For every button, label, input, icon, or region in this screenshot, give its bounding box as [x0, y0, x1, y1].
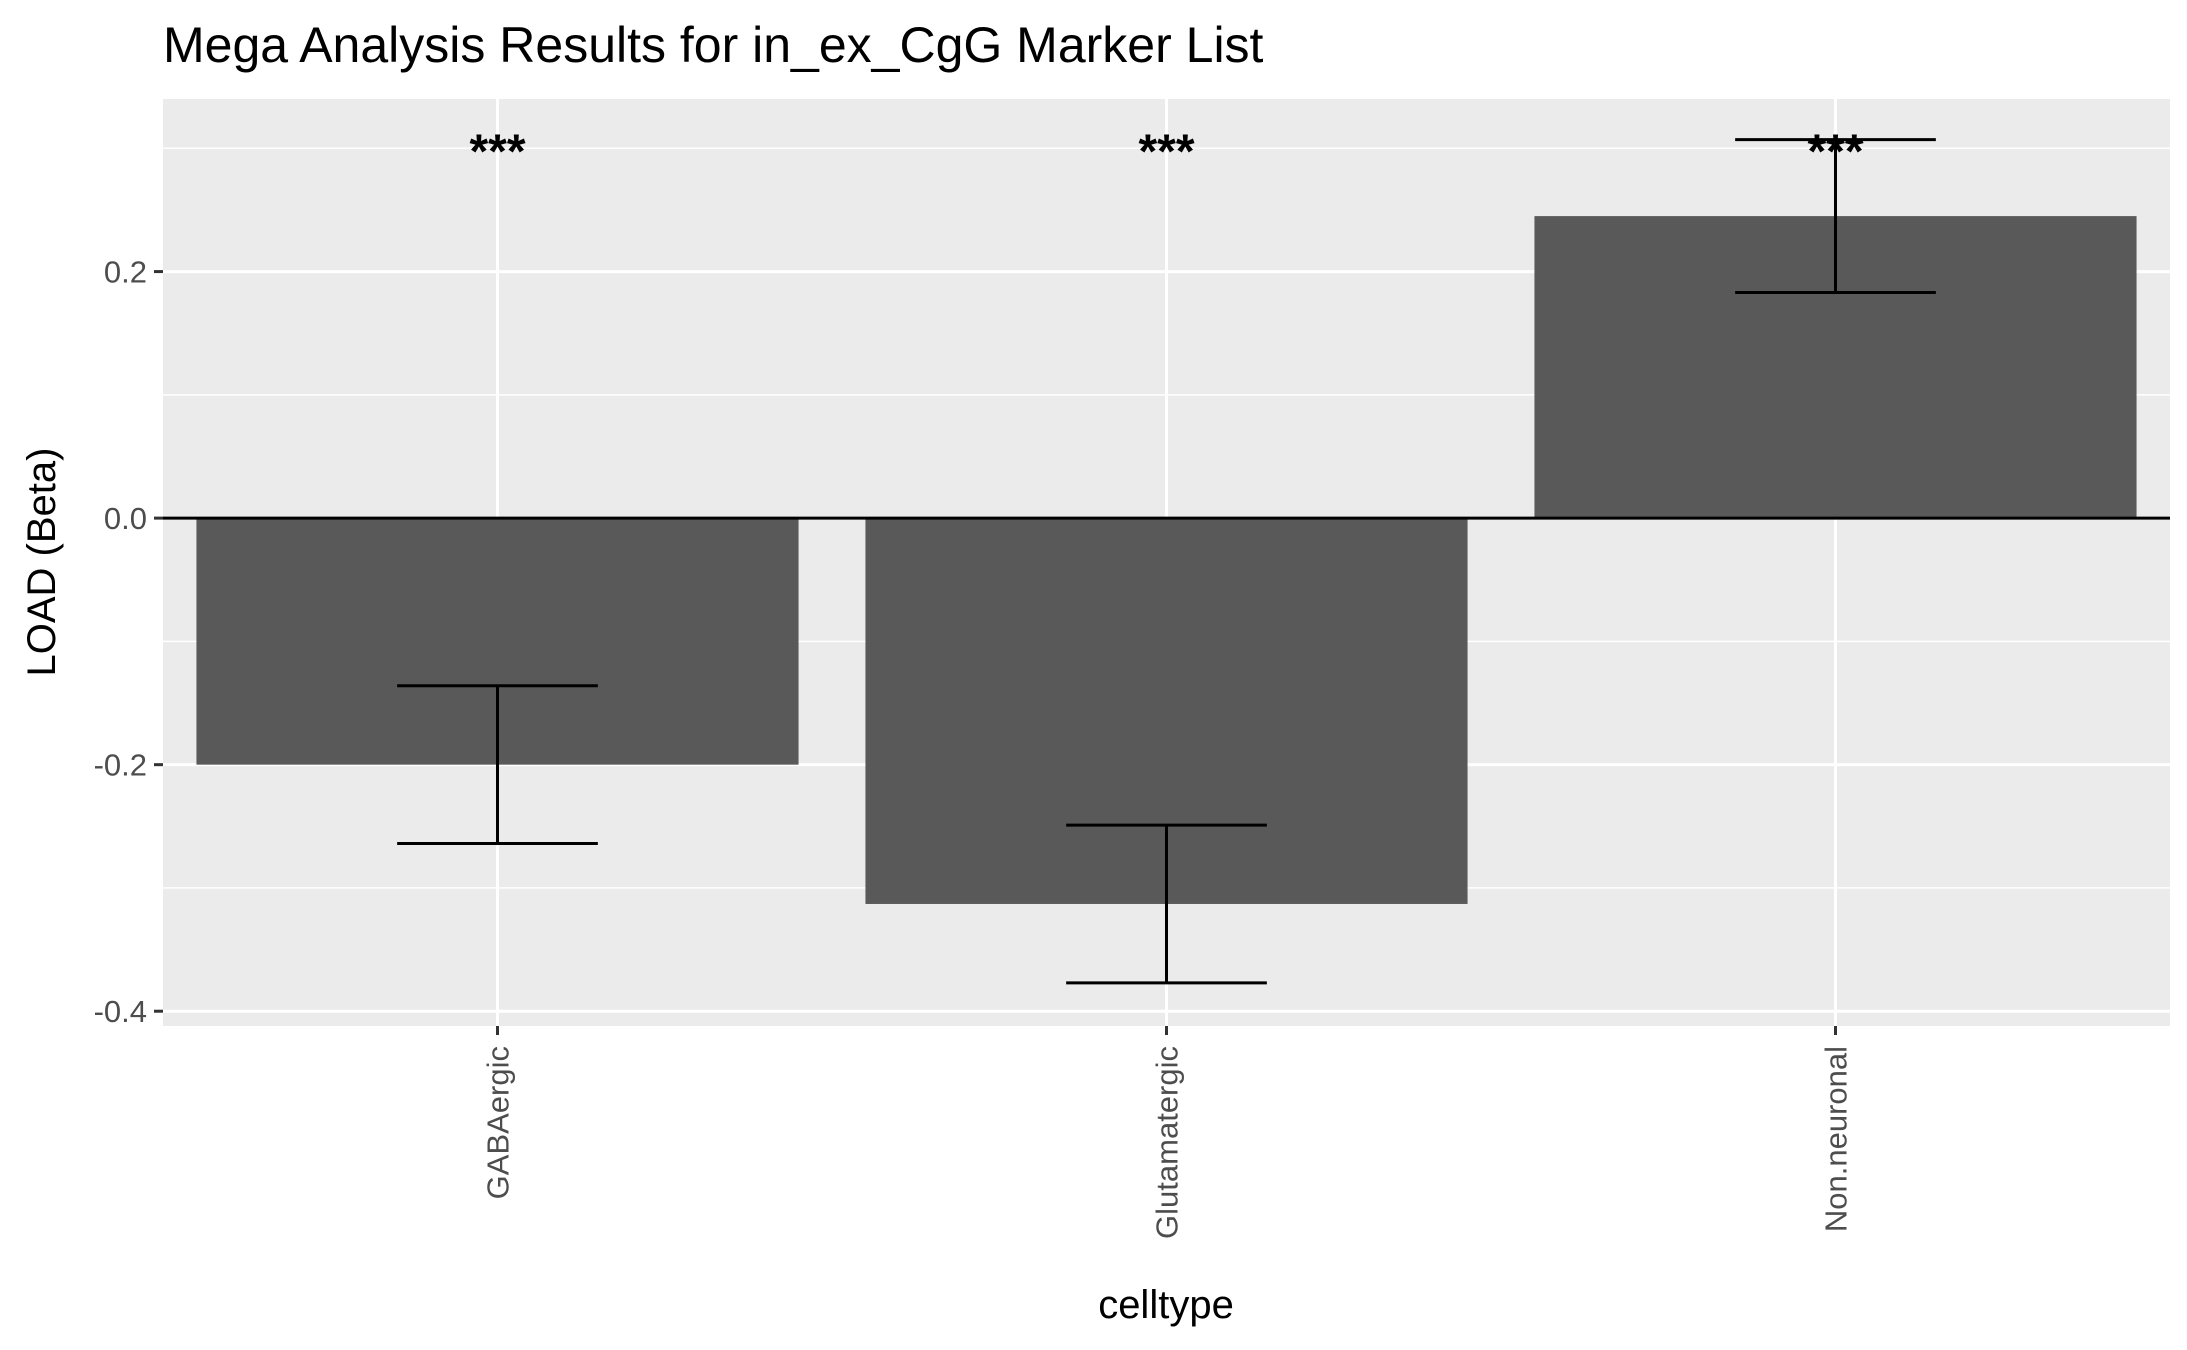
significance-label: ***: [1807, 126, 1863, 179]
x-axis-title: celltype: [1098, 1283, 1234, 1327]
significance-labels: *** *** ***: [469, 126, 1863, 179]
x-axis: GABAergic Glutamatergic Non.neuronal: [481, 1026, 1854, 1239]
error-bars: [397, 138, 1936, 985]
x-tick-label: Non.neuronal: [1819, 1046, 1854, 1232]
y-axis: -0.4 -0.2 0.0 0.2: [94, 255, 163, 1029]
significance-label: ***: [469, 126, 525, 179]
y-tick-label: -0.2: [94, 748, 147, 783]
y-tick-label: -0.4: [94, 994, 147, 1029]
y-tick-label: 0.2: [104, 255, 147, 290]
y-tick-label: 0.0: [104, 501, 147, 536]
y-axis-title: LOAD (Beta): [20, 448, 64, 677]
x-tick-label: Glutamatergic: [1150, 1046, 1185, 1239]
significance-label: ***: [1138, 126, 1194, 179]
x-tick-label: GABAergic: [481, 1046, 516, 1199]
chart-title: Mega Analysis Results for in_ex_CgG Mark…: [163, 17, 1264, 73]
